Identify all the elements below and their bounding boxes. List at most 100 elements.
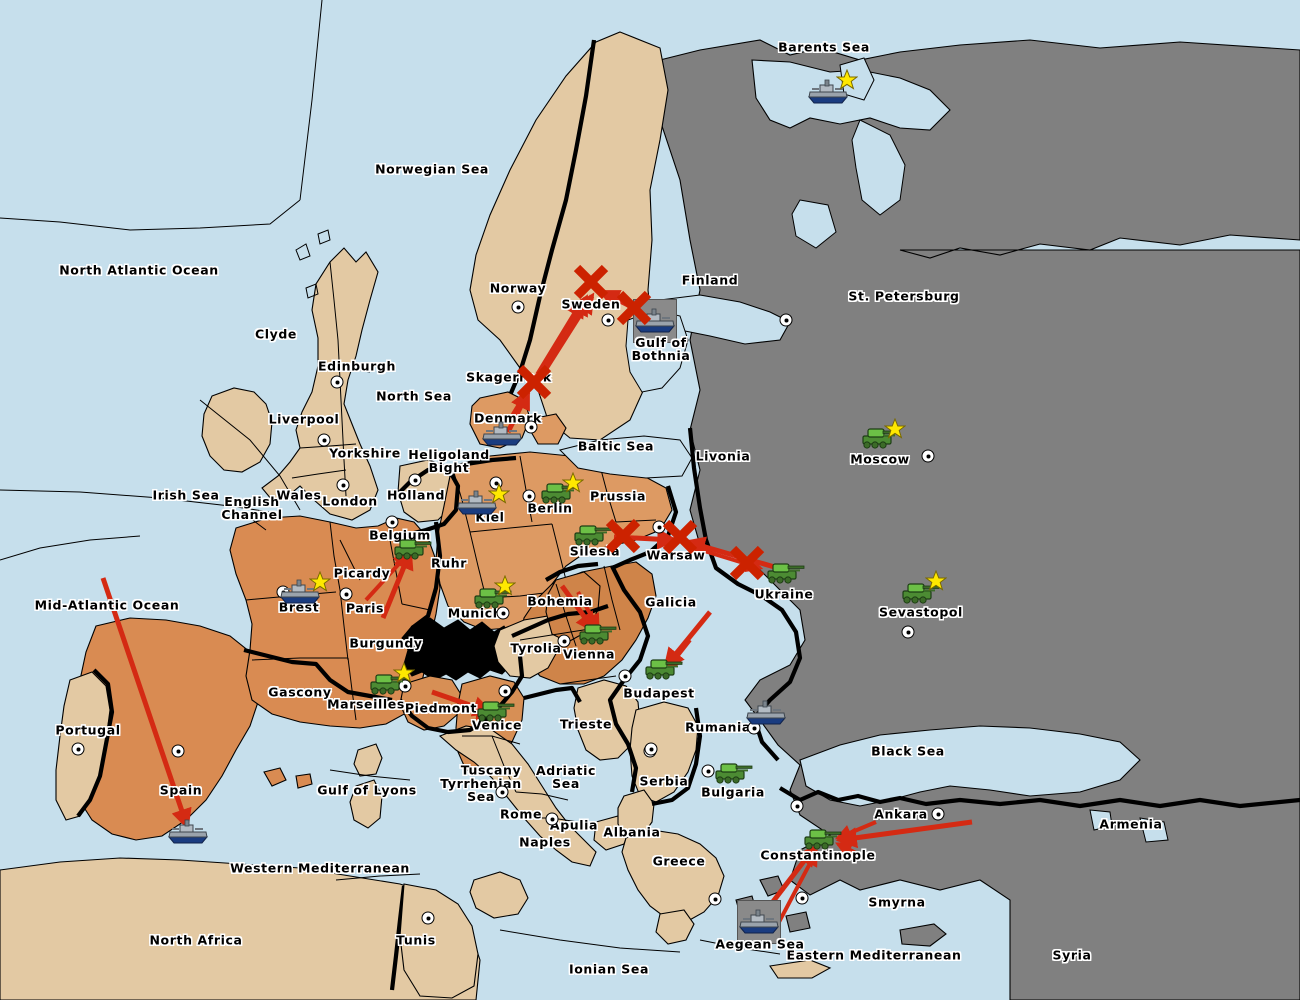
army-unit-moscow[interactable] xyxy=(857,424,903,450)
army-unit-budapest[interactable] xyxy=(640,655,686,681)
fleet-unit-barents-sea[interactable] xyxy=(805,79,851,105)
norway-sweden-border xyxy=(498,39,597,421)
territory-great-britain xyxy=(261,247,379,521)
power-border-bohemia xyxy=(544,561,599,582)
fleet-unit-rumania[interactable] xyxy=(743,700,789,726)
lake-ladoga xyxy=(791,199,837,249)
owned-center-star-munich xyxy=(493,574,517,597)
fleet-unit-spain[interactable] xyxy=(165,819,211,845)
supply-center-dot-belgium[interactable] xyxy=(385,515,399,529)
supply-center-dot-budapest[interactable] xyxy=(618,669,632,683)
supply-center-dot-ankara[interactable] xyxy=(931,807,945,821)
move-arrow-norway-sweden xyxy=(567,294,589,332)
supply-center-dot-london[interactable] xyxy=(336,478,350,492)
supply-center-dot-liverpool[interactable] xyxy=(317,433,331,447)
army-unit-ukraine[interactable] xyxy=(762,559,808,585)
bounce-marker-warsaw xyxy=(659,516,701,558)
supply-center-dot-vienna[interactable] xyxy=(557,634,571,648)
move-arrow-ankara-constantinople-b xyxy=(834,820,877,841)
power-border-russia-balkan xyxy=(651,707,703,807)
move-arrow-ankara-constantinople xyxy=(835,819,973,849)
territory-tunis xyxy=(399,883,479,999)
power-border-venice-trieste xyxy=(523,685,582,704)
supply-center-dot-paris[interactable] xyxy=(339,587,353,601)
territory-north-africa xyxy=(0,857,481,1000)
islets-scotland xyxy=(295,229,331,299)
supply-center-dot-tunis[interactable] xyxy=(421,911,435,925)
supply-center-dot-serbia[interactable] xyxy=(644,742,658,756)
territory-sardinia xyxy=(349,779,383,829)
army-unit-belgium[interactable] xyxy=(389,535,435,561)
move-arrow-burgundy-belgium xyxy=(380,548,414,619)
territory-greece xyxy=(621,829,725,923)
supply-center-dot-portugal[interactable] xyxy=(71,742,85,756)
spain-portugal-border xyxy=(76,668,115,818)
fleet-unit-denmark[interactable] xyxy=(479,421,525,447)
owned-center-star-moscow xyxy=(883,417,907,440)
army-unit-constantinople[interactable] xyxy=(799,825,845,851)
owned-center-star-kiel xyxy=(487,482,511,505)
territory-switzerland xyxy=(401,617,513,681)
army-unit-venice[interactable] xyxy=(472,697,518,723)
fleet-unit-aegean-sea[interactable] xyxy=(736,909,782,935)
supply-center-dot-sevastopol[interactable] xyxy=(901,625,915,639)
move-arrow-midatlantic-spain xyxy=(100,577,192,830)
supply-center-dot-spain[interactable] xyxy=(171,744,185,758)
move-arrow-denmark-skagerrack xyxy=(505,388,531,434)
fleet-unit-brest[interactable] xyxy=(277,579,323,605)
bounce-marker-silesia xyxy=(602,515,644,557)
bounce-marker-gulf-of-bothnia xyxy=(613,287,655,329)
bounce-marker-sweden xyxy=(570,261,612,303)
black-sea-water xyxy=(799,725,1141,807)
territory-sicily xyxy=(469,871,529,919)
territory-tyrolia xyxy=(493,615,561,679)
supply-center-dot-denmark[interactable] xyxy=(524,420,538,434)
supply-center-dot-munich[interactable] xyxy=(496,606,510,620)
lake-onega xyxy=(839,57,875,101)
army-unit-bulgaria[interactable] xyxy=(710,759,756,785)
army-unit-silesia[interactable] xyxy=(569,521,615,547)
italy-internal xyxy=(462,735,579,823)
cyprus xyxy=(899,923,947,947)
supply-center-dot-sweden[interactable] xyxy=(601,313,615,327)
move-arrow-burgundy-belgium-b xyxy=(364,551,411,602)
white-sea-inlet xyxy=(851,119,906,216)
supply-center-dot-berlin[interactable] xyxy=(522,489,536,503)
supply-center-dot-rome[interactable] xyxy=(495,785,509,799)
supply-center-dot-greece[interactable] xyxy=(708,892,722,906)
supply-center-dot-norway[interactable] xyxy=(511,300,525,314)
power-border-italy xyxy=(398,655,525,735)
supply-center-dot-edinburgh[interactable] xyxy=(330,375,344,389)
owned-center-star-barents-sea xyxy=(835,68,859,91)
supply-center-dot-venice[interactable] xyxy=(498,684,512,698)
power-border-germany-west xyxy=(410,521,443,630)
owned-center-star-sevastopol xyxy=(924,569,948,592)
supply-center-dot-constantinople[interactable] xyxy=(790,799,804,813)
supply-center-dot-bulgaria[interactable] xyxy=(701,764,715,778)
power-border-turkey xyxy=(778,786,1300,809)
armenia-lakes xyxy=(1089,809,1113,831)
greece-peloponnese xyxy=(655,909,695,945)
balearics xyxy=(263,767,287,787)
supply-center-dot-moscow[interactable] xyxy=(921,449,935,463)
owned-center-star-marseilles xyxy=(392,661,416,684)
owned-center-star-berlin xyxy=(561,471,585,494)
power-border-france-iberia xyxy=(243,647,393,703)
bounce-marker-skagerrack xyxy=(513,361,555,403)
army-unit-berlin[interactable] xyxy=(536,479,582,505)
crete xyxy=(769,959,832,979)
baltic-sea-water xyxy=(559,435,693,479)
supply-center-dot-smyrna[interactable] xyxy=(795,891,809,905)
supply-center-dot-st-petersburg[interactable] xyxy=(779,313,793,327)
move-arrow-bohemia-vienna-b xyxy=(576,591,600,631)
fleet-unit-kiel[interactable] xyxy=(454,490,500,516)
move-arrow-aegean-constantinople-b xyxy=(776,849,818,925)
territory-italy-peninsula xyxy=(438,725,597,867)
sea-boundary-lines xyxy=(0,0,781,955)
supply-center-dot-holland[interactable] xyxy=(408,473,422,487)
supply-center-dot-naples[interactable] xyxy=(545,812,559,826)
army-unit-vienna[interactable] xyxy=(574,620,620,646)
